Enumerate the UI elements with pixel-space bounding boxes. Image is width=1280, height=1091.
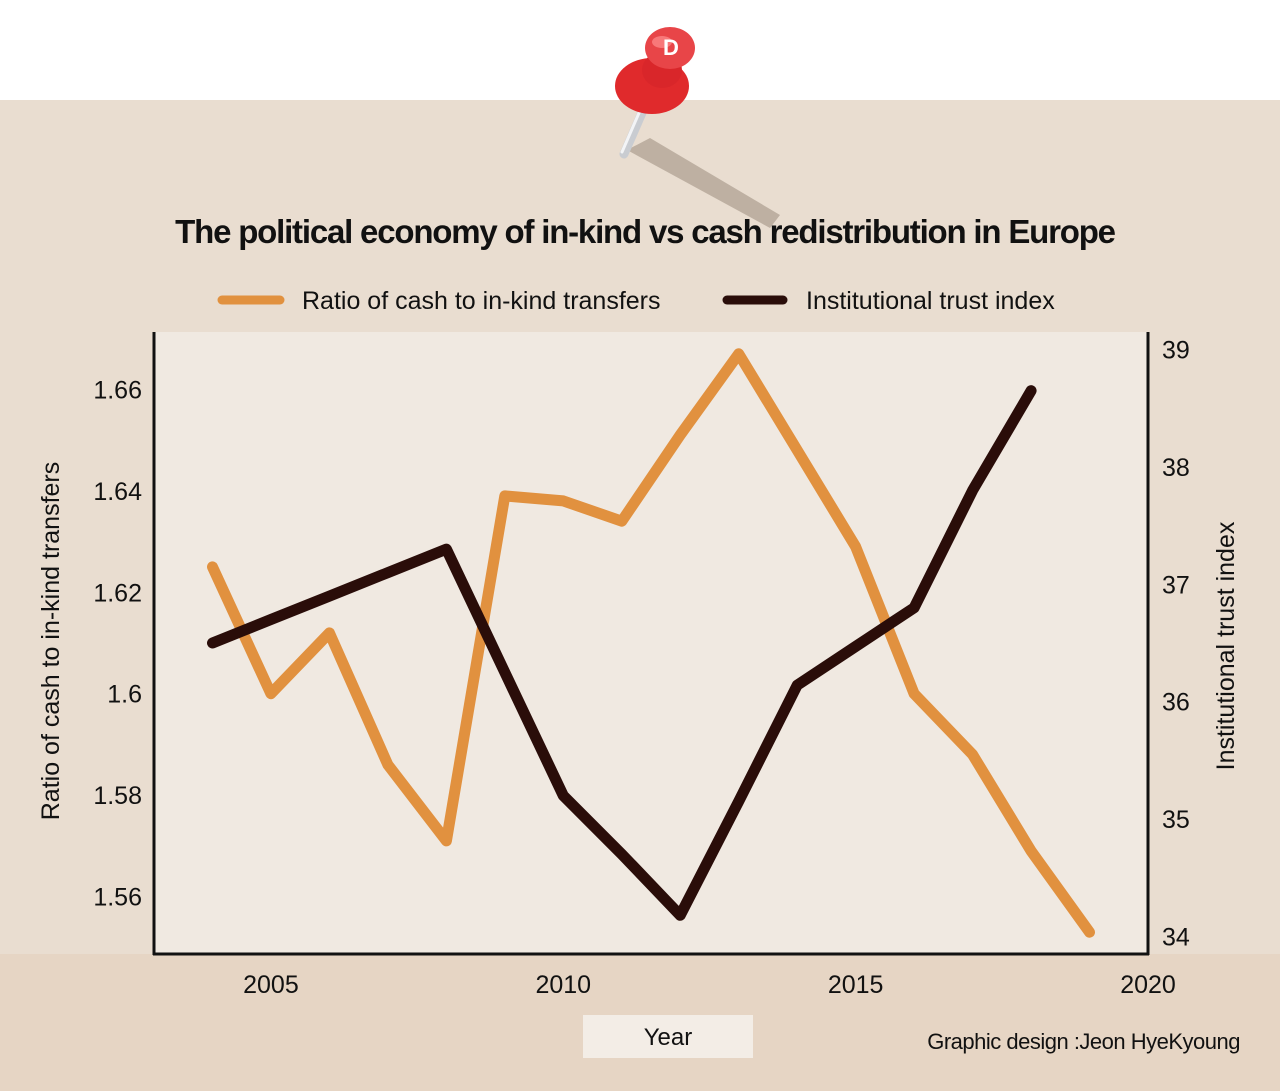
plot-area — [154, 332, 1148, 954]
left-tick-label: 1.66 — [93, 376, 142, 404]
left-axis-label: Ratio of cash to in-kind transfers — [37, 462, 65, 821]
x-tick-label: 2020 — [1120, 971, 1176, 999]
right-tick-label: 35 — [1162, 806, 1190, 834]
left-tick-label: 1.64 — [93, 478, 142, 506]
right-tick-labels: 34 35 36 37 38 39 — [1162, 337, 1190, 952]
x-axis-label: Year — [644, 1024, 693, 1051]
x-tick-labels: 2005 2010 2015 2020 — [243, 971, 1176, 999]
pin-letter: D — [663, 35, 679, 60]
left-tick-label: 1.62 — [93, 579, 142, 607]
right-tick-label: 38 — [1162, 454, 1190, 482]
legend: Ratio of cash to in-kind transfers Insti… — [217, 287, 1055, 315]
series-line-cash-ratio — [207, 348, 1095, 938]
credit-text: Graphic design :Jeon HyeKyoung — [927, 1029, 1240, 1054]
right-tick-label: 34 — [1162, 923, 1190, 951]
x-tick-label: 2010 — [535, 971, 591, 999]
series-line-trust-index — [207, 385, 1037, 921]
right-axis-label: Institutional trust index — [1212, 521, 1240, 770]
x-axis-label-box — [583, 1015, 753, 1058]
x-tick-label: 2005 — [243, 971, 299, 999]
left-tick-label: 1.6 — [107, 681, 142, 709]
x-tick-label: 2015 — [828, 971, 884, 999]
legend-label-trust: Institutional trust index — [806, 287, 1055, 315]
left-tick-label: 1.58 — [93, 782, 142, 810]
push-pin-icon: D — [615, 27, 780, 228]
chart-title: The political economy of in-kind vs cash… — [175, 213, 1115, 250]
right-tick-label: 36 — [1162, 689, 1190, 717]
left-tick-label: 1.56 — [93, 884, 142, 912]
legend-label-cash: Ratio of cash to in-kind transfers — [302, 287, 661, 315]
right-tick-label: 37 — [1162, 571, 1190, 599]
left-tick-labels: 1.56 1.58 1.6 1.62 1.64 1.66 — [93, 376, 142, 911]
right-tick-label: 39 — [1162, 337, 1190, 365]
